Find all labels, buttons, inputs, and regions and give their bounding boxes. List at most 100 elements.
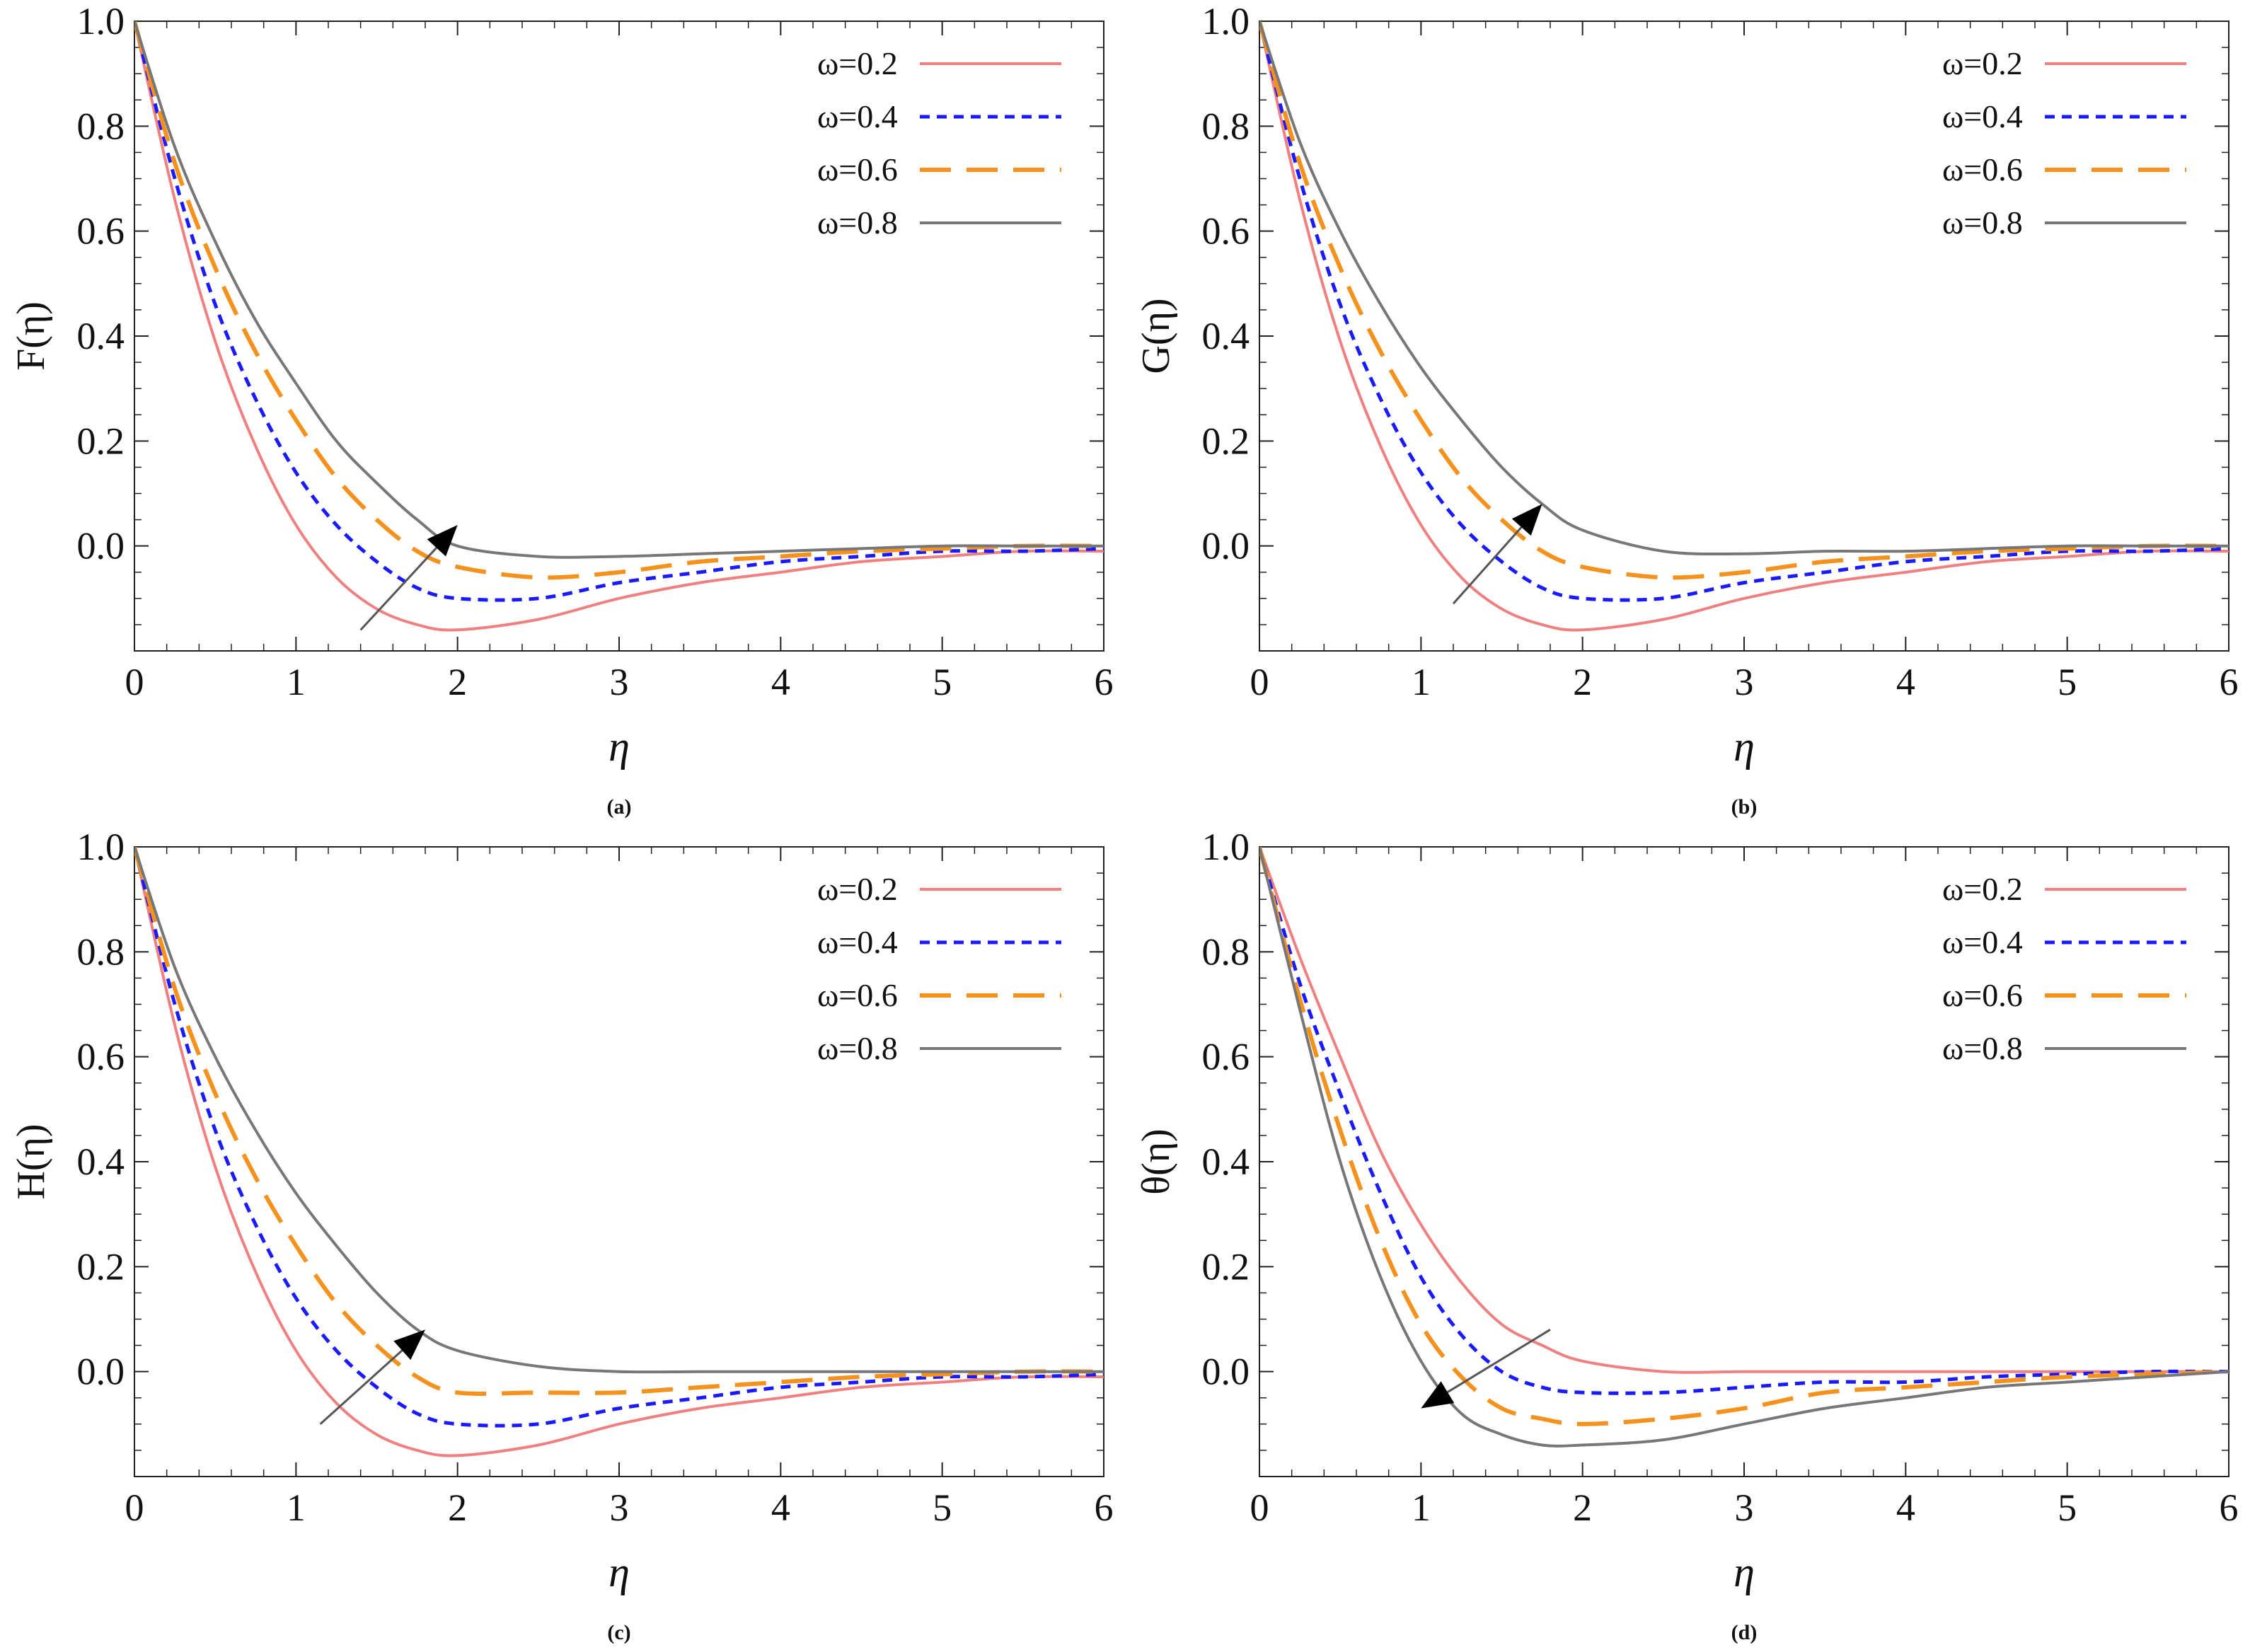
y-axis-label: H(η): [9, 1124, 53, 1199]
chart-a: 0 1 2 3 4 5 60.00.20.40.60.81.0ηF(η)(a)ω=0.2ω=…: [9, 0, 1114, 819]
series-line-3: [1259, 847, 2229, 1426]
x-tick-label: 2: [448, 1486, 467, 1529]
annotation-arrow-shaft: [1447, 1329, 1551, 1393]
series-group: [1259, 847, 2229, 1448]
series-line-3: [1259, 21, 2229, 580]
legend: ω=0.2 ω=0.4 ω=0.6 ω=0.8: [817, 871, 1061, 1066]
x-tick-label: 0: [125, 1486, 144, 1529]
y-tick-label: 0.2: [77, 420, 125, 462]
legend-label: ω=0.4: [1942, 98, 2023, 134]
x-axis-label: η: [608, 1549, 630, 1595]
annotation-arrow-shaft: [1452, 526, 1523, 605]
legend: ω=0.2 ω=0.4 ω=0.6 ω=0.8: [1942, 871, 2186, 1066]
y-tick-label: 0.0: [77, 1351, 125, 1393]
series-line-4: [134, 21, 1104, 559]
series-line-1: [1259, 21, 2229, 632]
chart-panel-c: 0 1 2 3 4 5 6 0.0 0.2 0.4 0.6 0.8 1.0 η H(η) (c) ω=0.2 ω=…: [0, 826, 1125, 1651]
x-tick-label: 1: [1412, 1486, 1431, 1529]
x-tick-label: 3: [610, 1486, 629, 1529]
annotation-arrow-head: [1421, 1381, 1455, 1409]
series-line-3: [134, 847, 1104, 1396]
y-tick-label: 0.2: [77, 1245, 125, 1288]
chart-b: 0 1 2 3 4 5 60.00.20.40.60.81.0ηG(η)(b)ω=0.2ω=…: [1134, 0, 2239, 819]
legend-label: ω=0.8: [817, 204, 898, 241]
panel-caption: (a): [607, 795, 632, 819]
y-tick-label: 0.4: [77, 1140, 125, 1183]
y-tick-label: 0.6: [1202, 1036, 1250, 1078]
series-group: [134, 847, 1104, 1457]
x-axis-label: η: [1733, 723, 1755, 770]
chart-panel-d: 0 1 2 3 4 5 6 0.0 0.2 0.4 0.6 0.8 1.0 η θ(η) (d) ω=0.2 ω=…: [1125, 826, 2250, 1651]
x-tick-label: 2: [1573, 661, 1592, 703]
chart-d: 0 1 2 3 4 5 60.00.20.40.60.81.0ηθ(η)(d)ω=0.2ω=…: [1134, 826, 2239, 1644]
y-tick-label: 1.0: [77, 0, 125, 42]
chart-panel-b: 0 1 2 3 4 5 6 0.0 0.2 0.4 0.6 0.8 1.0 η G(η) (b) ω=0.2 ω=…: [1125, 0, 2250, 826]
series-line-2: [1259, 21, 2229, 602]
legend-label: ω=0.8: [1942, 1030, 2023, 1066]
x-tick-label: 5: [933, 1486, 952, 1529]
y-tick-label: 1.0: [1202, 826, 1250, 868]
legend-label: ω=0.4: [817, 98, 898, 134]
y-tick-label: 0.0: [1202, 525, 1250, 567]
series-line-4: [1259, 21, 2229, 556]
x-tick-label: 2: [1573, 1486, 1592, 1529]
annotation-arrow-head: [393, 1329, 425, 1361]
x-tick-label: 6: [1095, 661, 1114, 703]
x-tick-label: 6: [2220, 661, 2239, 703]
annotation-arrow-shaft: [359, 547, 437, 631]
x-tick-label: 1: [287, 661, 306, 703]
legend-label: ω=0.4: [817, 924, 898, 960]
y-tick-label: 0.4: [1202, 1140, 1250, 1183]
y-tick-label: 0.2: [1202, 420, 1250, 462]
x-tick-label: 0: [125, 661, 144, 703]
panel-caption: (c): [607, 1621, 630, 1644]
y-tick-label: 0.8: [1202, 930, 1250, 973]
series-line-1: [1259, 847, 2229, 1374]
series-line-2: [134, 847, 1104, 1428]
chart-panel-a: 0 1 2 3 4 5 6 0.0 0.2 0.4 0.6 0.8 1.0 η F(η) (a) ω=0.2 ω=…: [0, 0, 1125, 826]
y-tick-label: 0.4: [1202, 315, 1250, 357]
panel-caption: (d): [1731, 1621, 1758, 1644]
x-tick-label: 4: [771, 661, 790, 703]
panel-caption: (b): [1731, 795, 1758, 819]
y-tick-label: 1.0: [77, 826, 125, 868]
y-tick-label: 0.2: [1202, 1245, 1250, 1288]
x-tick-label: 4: [771, 1486, 790, 1529]
series-group: [1259, 21, 2229, 632]
x-tick-label: 3: [610, 661, 629, 703]
annotation-arrow-shaft: [319, 1349, 403, 1425]
y-axis-label: F(η): [9, 301, 53, 371]
x-tick-label: 5: [933, 661, 952, 703]
x-tick-label: 3: [1735, 661, 1754, 703]
legend: ω=0.2 ω=0.4 ω=0.6 ω=0.8: [1942, 45, 2186, 241]
series-line-2: [134, 21, 1104, 602]
legend-label: ω=0.6: [817, 977, 898, 1013]
x-tick-label: 6: [2220, 1486, 2239, 1529]
y-tick-label: 0.0: [1202, 1351, 1250, 1393]
series-line-3: [134, 21, 1104, 580]
y-axis-label: G(η): [1134, 298, 1178, 374]
x-tick-label: 4: [1896, 1486, 1915, 1529]
series-line-4: [134, 847, 1104, 1374]
y-tick-label: 0.8: [77, 930, 125, 973]
x-tick-label: 4: [1896, 661, 1915, 703]
x-tick-label: 1: [287, 1486, 306, 1529]
legend-label: ω=0.2: [1942, 871, 2023, 907]
x-tick-label: 0: [1250, 1486, 1269, 1529]
legend: ω=0.2 ω=0.4 ω=0.6 ω=0.8: [817, 45, 1061, 241]
y-tick-label: 0.6: [1202, 210, 1250, 253]
legend-label: ω=0.2: [817, 871, 898, 907]
y-tick-label: 0.6: [77, 1036, 125, 1078]
series-group: [134, 21, 1104, 632]
legend-label: ω=0.2: [817, 45, 898, 81]
legend-label: ω=0.8: [817, 1030, 898, 1066]
legend-label: ω=0.2: [1942, 45, 2023, 81]
legend-label: ω=0.6: [817, 151, 898, 187]
y-tick-label: 0.6: [77, 210, 125, 253]
x-axis-label: η: [608, 723, 630, 770]
x-tick-label: 0: [1250, 661, 1269, 703]
x-tick-label: 2: [448, 661, 467, 703]
y-tick-label: 1.0: [1202, 0, 1250, 42]
y-tick-label: 0.0: [77, 525, 125, 567]
x-tick-label: 5: [2058, 1486, 2077, 1529]
